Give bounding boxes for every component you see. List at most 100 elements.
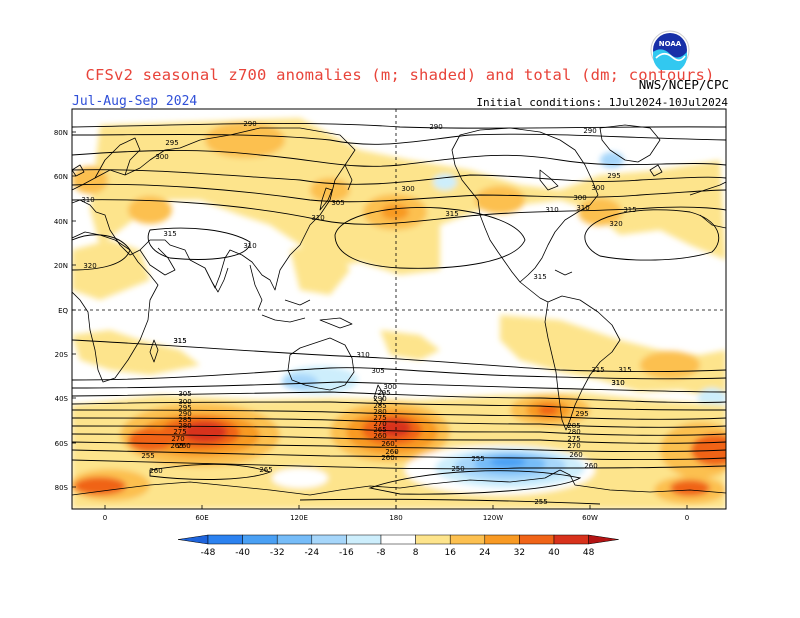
legend-tick-label: -32	[270, 548, 285, 558]
contour-label: 300	[155, 153, 168, 161]
lat-label: 20N	[54, 262, 68, 270]
contour-label: 315	[591, 366, 604, 374]
contour-label: 315	[445, 210, 458, 218]
lon-label: 60E	[195, 514, 208, 522]
legend-swatch	[380, 534, 416, 545]
contour-label: 280	[373, 408, 386, 416]
contour-label: 255	[141, 452, 154, 460]
contour-label: 310	[611, 379, 624, 387]
lon-label: 120W	[483, 514, 503, 522]
contour-label: 250	[451, 465, 464, 473]
contour-label: 260	[584, 462, 597, 470]
legend-tick-label: 48	[583, 548, 595, 558]
contour-label: 290	[429, 123, 442, 131]
legend-tick-label: -24	[304, 548, 319, 558]
legend-arrow-high	[588, 534, 619, 545]
lon-label: 0	[685, 514, 689, 522]
contour-label: 280	[178, 422, 191, 430]
contour-label: 295	[607, 172, 620, 180]
contour-label: 260	[569, 451, 582, 459]
contour-label: 270	[567, 442, 580, 450]
lat-label: 40N	[54, 218, 68, 226]
contour-label: 310	[545, 206, 558, 214]
lon-label: 180	[389, 514, 402, 522]
contour-label: 265	[259, 466, 272, 474]
contour-label: 260	[177, 442, 190, 450]
contour-label: 305	[371, 367, 384, 375]
legend-tick-label: -8	[377, 548, 386, 558]
legend-arrow-low	[177, 534, 209, 545]
contour-label: 275	[173, 428, 186, 436]
contour-label: 310	[576, 204, 589, 212]
legend-tick-label: 32	[514, 548, 525, 558]
contour-label: 285	[567, 422, 580, 430]
contour-label: 295	[377, 389, 390, 397]
legend-tick-label: 16	[444, 548, 456, 558]
contour-label: 270	[171, 435, 184, 443]
lon-label: 60W	[582, 514, 598, 522]
contour-label: 300	[591, 184, 604, 192]
map-title: CFSv2 seasonal z700 anomalies (m; shaded…	[85, 66, 715, 84]
contour-label: 310	[611, 379, 624, 387]
contour-label: 260	[149, 467, 162, 475]
lon-label: 0	[103, 514, 107, 522]
legend-swatch	[242, 534, 278, 545]
contour-label: 260	[373, 432, 386, 440]
initial-conditions-label: Initial conditions: 1Jul2024-10Jul2024	[476, 96, 728, 109]
contour-label: 310	[81, 196, 94, 204]
legend-tick-label: -16	[339, 548, 354, 558]
legend-swatch	[484, 534, 520, 545]
contour-label: 255	[534, 498, 547, 506]
contour-label: 280	[567, 428, 580, 436]
contour-label: 300	[178, 398, 191, 406]
contour-label: 265	[373, 426, 386, 434]
contour-label: 260	[381, 440, 394, 448]
legend-swatch	[311, 534, 347, 545]
contour-label: 305	[178, 390, 191, 398]
axis-ticks	[72, 131, 688, 509]
lat-label: 60N	[54, 173, 68, 181]
season-label: Jul-Aug-Sep 2024	[72, 94, 198, 109]
lat-label: 60S	[55, 440, 69, 448]
contour-label: 295	[178, 404, 191, 412]
contour-label: 300	[383, 383, 396, 391]
contour-label: 275	[567, 435, 580, 443]
legend-swatch	[415, 534, 451, 545]
contour-label: 315	[163, 230, 176, 238]
noaa-logo-icon: NOAA	[650, 30, 690, 70]
legend-swatch	[207, 534, 243, 545]
contour-label: 315	[533, 273, 546, 281]
lat-label: 80S	[55, 484, 69, 492]
contour-label: 310	[243, 242, 256, 250]
legend-tick-label: 40	[548, 548, 560, 558]
contour-label: 300	[573, 194, 586, 202]
contour-label: 310	[311, 214, 324, 222]
lat-label: 80N	[54, 129, 68, 137]
contour-label: 285	[178, 416, 191, 424]
contour-label: 260	[381, 454, 394, 462]
contour-label: 315	[623, 206, 636, 214]
contour-label: 300	[401, 185, 414, 193]
legend-tick-label: 24	[479, 548, 491, 558]
legend-swatch	[346, 534, 382, 545]
contour-label: 290	[373, 395, 386, 403]
map-frame	[71, 108, 727, 510]
contour-label: 320	[609, 220, 622, 228]
contour-label: 290	[583, 127, 596, 135]
contour-label: 295	[575, 410, 588, 418]
legend-swatch	[276, 534, 313, 545]
lon-label: 120E	[290, 514, 308, 522]
coastlines	[72, 124, 726, 496]
legend-tick-label: -40	[235, 548, 250, 558]
contour-label: 315	[618, 366, 631, 374]
legend-swatch	[449, 534, 486, 545]
legend-swatch	[519, 534, 555, 545]
noaa-logo-text: NOAA	[659, 40, 682, 48]
contour-label: 310	[356, 351, 369, 359]
lat-label: 40S	[55, 395, 69, 403]
contour-label: 265	[170, 442, 183, 450]
contour-label: 260	[385, 448, 398, 456]
lat-label: 20S	[55, 351, 69, 359]
